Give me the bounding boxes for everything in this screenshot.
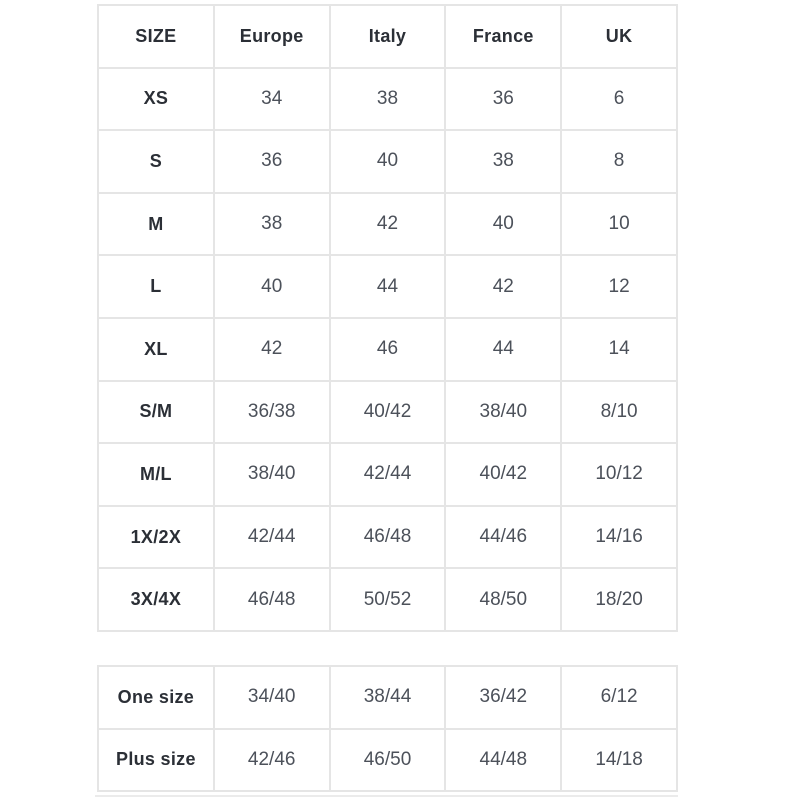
- cell-value: 14/18: [560, 727, 678, 793]
- table-row: XS 34 38 36 6: [97, 66, 678, 132]
- cell-value: 36/38: [212, 379, 331, 445]
- cell-value: 42: [212, 316, 331, 382]
- cell-value: 8/10: [560, 379, 678, 445]
- cell-value: 46: [328, 316, 447, 382]
- next-section-divider: [95, 795, 678, 797]
- cell-value: 40/42: [444, 442, 563, 507]
- row-label: 1X/2X: [97, 504, 215, 570]
- cell-value: 12: [560, 254, 678, 319]
- cell-value: 48/50: [444, 567, 563, 632]
- cell-value: 38: [444, 129, 563, 194]
- cell-value: 38/40: [444, 379, 563, 445]
- cell-value: 38: [212, 191, 331, 257]
- cell-value: 40: [212, 254, 331, 319]
- row-label: XL: [97, 316, 215, 382]
- table-row: L 40 44 42 12: [97, 254, 678, 319]
- column-header-france: France: [444, 4, 563, 69]
- table-row: M 38 42 40 10: [97, 191, 678, 257]
- cell-value: 42/44: [328, 442, 447, 507]
- cell-value: 6: [560, 66, 678, 132]
- cell-value: 44: [328, 254, 447, 319]
- row-label: S/M: [97, 379, 215, 445]
- cell-value: 46/50: [328, 727, 447, 793]
- cell-value: 34: [212, 66, 331, 132]
- row-label: XS: [97, 66, 215, 132]
- size-conversion-table: SIZE Europe Italy France UK XS 34 38 36 …: [97, 4, 678, 632]
- cell-value: 50/52: [328, 567, 447, 632]
- table-row: Plus size 42/46 46/50 44/48 14/18: [97, 727, 678, 793]
- row-label: 3X/4X: [97, 567, 215, 632]
- cell-value: 14: [560, 316, 678, 382]
- row-label: Plus size: [97, 727, 215, 793]
- cell-value: 34/40: [212, 665, 331, 730]
- cell-value: 36/42: [444, 665, 563, 730]
- table-row: S 36 40 38 8: [97, 129, 678, 194]
- table-header-row: SIZE Europe Italy France UK: [97, 4, 678, 69]
- cell-value: 10: [560, 191, 678, 257]
- cell-value: 42/44: [212, 504, 331, 570]
- column-header-italy: Italy: [328, 4, 447, 69]
- cell-value: 40: [328, 129, 447, 194]
- table-row: S/M 36/38 40/42 38/40 8/10: [97, 379, 678, 445]
- column-header-size: SIZE: [97, 4, 215, 69]
- cell-value: 46/48: [212, 567, 331, 632]
- cell-value: 8: [560, 129, 678, 194]
- cell-value: 44: [444, 316, 563, 382]
- cell-value: 42: [444, 254, 563, 319]
- cell-value: 40/42: [328, 379, 447, 445]
- row-label: M/L: [97, 442, 215, 507]
- cell-value: 38: [328, 66, 447, 132]
- cell-value: 14/16: [560, 504, 678, 570]
- column-header-uk: UK: [560, 4, 678, 69]
- one-size-plus-size-table: One size 34/40 38/44 36/42 6/12 Plus siz…: [97, 665, 678, 793]
- table-row: One size 34/40 38/44 36/42 6/12: [97, 665, 678, 730]
- cell-value: 46/48: [328, 504, 447, 570]
- cell-value: 38/40: [212, 442, 331, 507]
- cell-value: 6/12: [560, 665, 678, 730]
- cell-value: 42: [328, 191, 447, 257]
- row-label: M: [97, 191, 215, 257]
- table-row: 3X/4X 46/48 50/52 48/50 18/20: [97, 567, 678, 632]
- table-row: 1X/2X 42/44 46/48 44/46 14/16: [97, 504, 678, 570]
- cell-value: 42/46: [212, 727, 331, 793]
- table-row: M/L 38/40 42/44 40/42 10/12: [97, 442, 678, 507]
- cell-value: 40: [444, 191, 563, 257]
- row-label: S: [97, 129, 215, 194]
- cell-value: 36: [444, 66, 563, 132]
- cell-value: 44/48: [444, 727, 563, 793]
- cell-value: 18/20: [560, 567, 678, 632]
- row-label: One size: [97, 665, 215, 730]
- cell-value: 38/44: [328, 665, 447, 730]
- row-label: L: [97, 254, 215, 319]
- cell-value: 10/12: [560, 442, 678, 507]
- table-row: XL 42 46 44 14: [97, 316, 678, 382]
- column-header-europe: Europe: [212, 4, 331, 69]
- cell-value: 44/46: [444, 504, 563, 570]
- cell-value: 36: [212, 129, 331, 194]
